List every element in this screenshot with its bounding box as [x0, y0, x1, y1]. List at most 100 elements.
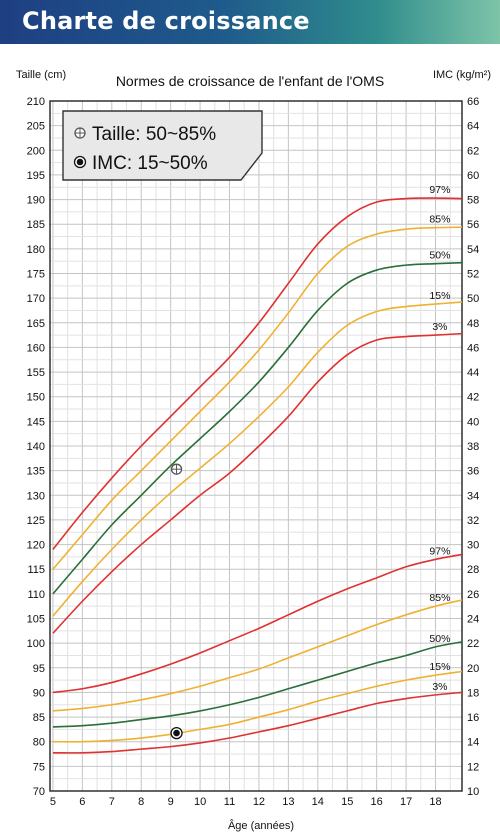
y-axis-left-title: Taille (cm): [16, 69, 66, 81]
height-percentile-label: 85%: [429, 214, 450, 226]
height-curve-15pct: [52, 301, 463, 617]
y-right-tick-label: 66: [467, 96, 479, 108]
x-tick-label: 12: [253, 796, 265, 808]
height-percentile-label: 50%: [429, 250, 450, 262]
x-tick-label: 15: [341, 796, 353, 808]
y-right-tick-label: 38: [467, 441, 479, 453]
y-left-tick-label: 80: [33, 737, 45, 749]
height-curve-97pct: [52, 197, 463, 550]
bmi-percentile-label: 97%: [429, 545, 450, 557]
height-curve-3pct: [52, 332, 463, 634]
x-tick-label: 17: [400, 796, 412, 808]
y-left-tick-label: 150: [27, 392, 45, 404]
y-left-tick-label: 95: [33, 663, 45, 675]
bmi-percentile-label: 3%: [432, 681, 447, 693]
y-right-tick-label: 24: [467, 614, 479, 626]
y-right-tick-label: 30: [467, 540, 479, 552]
plot-frame: [49, 100, 463, 792]
bmi-percentile-label: 85%: [429, 592, 450, 604]
y-right-tick-label: 52: [467, 269, 479, 281]
y-right-tick-label: 12: [467, 761, 479, 773]
x-tick-label: 13: [282, 796, 294, 808]
y-right-tick-label: 10: [467, 786, 479, 798]
y-left-tick-label: 145: [27, 416, 45, 428]
y-right-tick-label: 46: [467, 342, 479, 354]
y-left-tick-label: 190: [27, 195, 45, 207]
bmi-curve-3pct: [52, 691, 463, 754]
y-left-tick-label: 85: [33, 712, 45, 724]
y-left-tick-label: 200: [27, 145, 45, 157]
y-axis-right-title: IMC (kg/m²): [433, 69, 491, 81]
x-tick-label: 10: [194, 796, 206, 808]
y-left-tick-label: 175: [27, 269, 45, 281]
chart-legend: Taille: 50~85% IMC: 15~50%: [62, 110, 263, 181]
y-right-tick-label: 22: [467, 638, 479, 650]
y-left-tick-label: 120: [27, 540, 45, 552]
x-tick-label: 5: [50, 796, 56, 808]
y-left-tick-label: 135: [27, 466, 45, 478]
x-tick-label: 14: [312, 796, 324, 808]
chart-data-points: [170, 463, 183, 740]
page-title: Charte de croissance: [22, 7, 310, 35]
x-tick-label: 8: [138, 796, 144, 808]
x-tick-label: 6: [79, 796, 85, 808]
y-right-tick-label: 50: [467, 293, 479, 305]
bmi-curve-85pct: [52, 599, 463, 712]
header: Charte de croissance: [0, 0, 500, 44]
height-percentile-label: 97%: [429, 184, 450, 196]
legend-label-height: Taille: 50~85%: [92, 124, 216, 145]
y-left-tick-label: 170: [27, 293, 45, 305]
y-left-tick-label: 90: [33, 687, 45, 699]
x-tick-label: 11: [224, 796, 235, 808]
y-left-tick-label: 205: [27, 121, 45, 133]
legend-marker-bmi-core: [76, 158, 84, 166]
y-left-tick-label: 130: [27, 490, 45, 502]
y-right-tick-label: 28: [467, 564, 479, 576]
y-left-tick-label: 115: [27, 564, 45, 576]
height-curve-50pct: [52, 261, 463, 595]
y-left-tick-label: 110: [27, 589, 45, 601]
bmi-point-core: [173, 729, 180, 737]
y-left-tick-label: 75: [33, 761, 45, 773]
y-left-tick-label: 100: [27, 638, 45, 650]
y-left-tick-label: 70: [33, 786, 45, 798]
y-right-tick-label: 26: [467, 589, 479, 601]
y-right-tick-label: 64: [467, 121, 479, 133]
y-right-tick-label: 54: [467, 244, 479, 256]
chart-percentile-labels: 97% 85% 50% 15% 3% 97% 85% 50% 15% 3%: [429, 184, 450, 693]
y-right-tick-label: 62: [467, 145, 479, 157]
header-bar: [0, 0, 500, 44]
chart-curves: [52, 197, 463, 754]
y-right-tick-label: 40: [467, 416, 479, 428]
y-right-tick-label: 42: [467, 392, 479, 404]
y-left-tick-label: 180: [27, 244, 45, 256]
bmi-percentile-label: 15%: [429, 661, 450, 673]
height-percentile-label: 3%: [432, 321, 447, 333]
y-right-tick-label: 48: [467, 318, 479, 330]
y-right-tick-label: 18: [467, 687, 479, 699]
y-right-tick-label: 16: [467, 712, 479, 724]
chart-title: Normes de croissance de l'enfant de l'OM…: [116, 73, 384, 89]
y-right-tick-label: 14: [467, 737, 479, 749]
y-left-tick-label: 195: [27, 170, 45, 182]
y-right-tick-label: 44: [467, 367, 479, 379]
bmi-curve-97pct: [52, 553, 463, 694]
y-left-tick-label: 160: [27, 342, 45, 354]
y-left-tick-label: 210: [27, 96, 45, 108]
x-tick-label: 9: [168, 796, 174, 808]
bmi-percentile-label: 50%: [429, 633, 450, 645]
x-tick-label: 18: [429, 796, 441, 808]
y-left-tick-label: 165: [27, 318, 45, 330]
x-axis-title: Âge (années): [228, 819, 294, 832]
y-right-tick-label: 60: [467, 170, 479, 182]
y-left-tick-label: 140: [27, 441, 45, 453]
bmi-curve-50pct: [52, 641, 463, 728]
bmi-curve-15pct: [52, 670, 463, 743]
legend-label-bmi: IMC: 15~50%: [92, 153, 208, 174]
chart-ticks: 7075808590951001051101151201251301351401…: [27, 96, 480, 808]
x-tick-label: 7: [109, 796, 115, 808]
height-curve-85pct: [52, 226, 463, 570]
y-left-tick-label: 105: [27, 614, 45, 626]
y-right-tick-label: 34: [467, 490, 479, 502]
